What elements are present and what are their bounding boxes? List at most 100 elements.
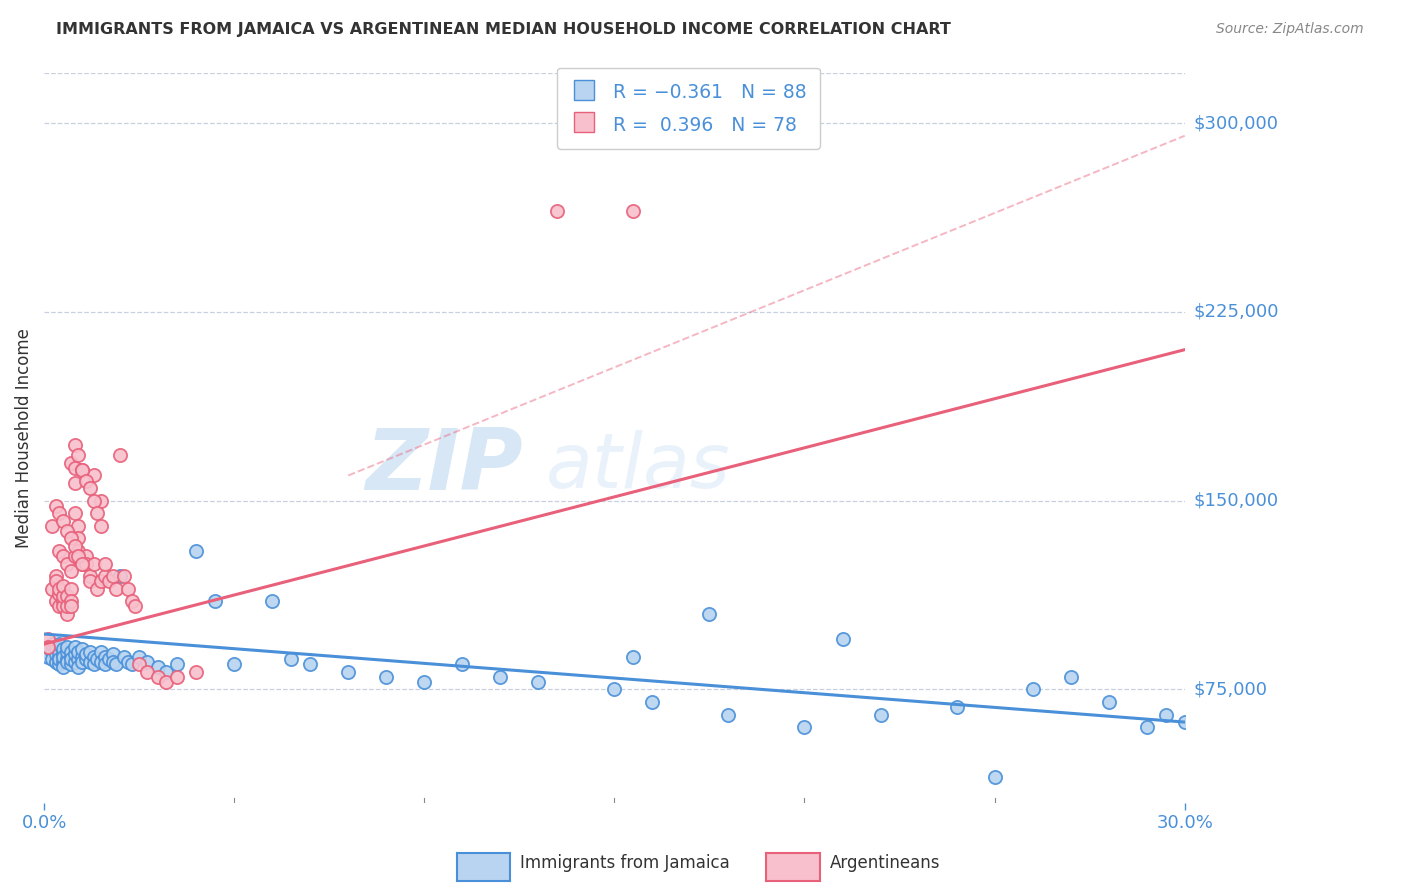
Point [94,649,117,664]
Point [1098,695,1121,709]
Point [67,549,90,563]
Point [70,557,93,571]
Point [186,544,208,558]
Point [56,524,79,538]
Point [869,707,891,722]
Point [41,637,63,651]
Point [59,456,82,470]
Point [48,645,70,659]
Point [44,594,66,608]
Point [94,557,117,571]
Text: Source: ZipAtlas.com: Source: ZipAtlas.com [1216,22,1364,37]
Text: Argentineans: Argentineans [830,855,941,872]
Point [56,652,79,666]
Point [37,640,59,654]
Point [52,589,75,603]
Point [70,463,93,477]
Point [59,564,82,578]
Point [52,642,75,657]
Point [90,574,112,589]
Text: atlas: atlas [546,430,731,504]
Point [41,652,63,666]
Point [121,594,143,608]
Point [83,649,105,664]
Point [70,649,93,664]
Point [224,657,246,672]
Point [59,582,82,596]
Point [128,649,150,664]
Point [945,700,967,714]
Point [155,674,177,689]
Text: $300,000: $300,000 [1194,114,1278,132]
Point [59,652,82,666]
Point [52,579,75,593]
Point [44,642,66,657]
Point [63,655,86,669]
Point [75,647,97,661]
Point [63,461,86,475]
Point [337,665,360,679]
Point [101,647,124,661]
Point [48,652,70,666]
Point [831,632,853,646]
Point [155,665,177,679]
Point [112,569,135,583]
Point [67,659,90,673]
Point [44,569,66,583]
Point [1021,682,1043,697]
Point [793,720,815,734]
Point [90,655,112,669]
Point [52,655,75,669]
Y-axis label: Median Household Income: Median Household Income [15,327,32,548]
Point [52,647,75,661]
Point [59,657,82,672]
Point [101,655,124,669]
Point [48,599,70,614]
Point [97,652,120,666]
Point [83,493,105,508]
Point [59,532,82,546]
Point [59,594,82,608]
Point [79,574,101,589]
Point [52,599,75,614]
Point [63,647,86,661]
Point [94,657,117,672]
Point [262,594,284,608]
Point [56,599,79,614]
Point [146,659,169,673]
Point [527,674,550,689]
Point [67,518,90,533]
Point [623,204,645,219]
Point [52,649,75,664]
Point [75,557,97,571]
Point [105,582,128,596]
Point [86,652,108,666]
Point [717,707,740,722]
Point [63,438,86,452]
Point [413,674,436,689]
Point [75,549,97,563]
Point [56,589,79,603]
Point [90,518,112,533]
Point [83,657,105,672]
Point [146,670,169,684]
Point [44,640,66,654]
Point [56,645,79,659]
Point [79,655,101,669]
Point [1059,670,1081,684]
Point [63,539,86,553]
Point [83,557,105,571]
Point [108,448,131,462]
Point [37,632,59,646]
Point [451,657,474,672]
Point [101,569,124,583]
Point [59,649,82,664]
Point [63,549,86,563]
Point [70,642,93,657]
Point [59,645,82,659]
Point [79,569,101,583]
Point [67,448,90,462]
Text: Immigrants from Jamaica: Immigrants from Jamaica [520,855,730,872]
Point [48,637,70,651]
Text: $225,000: $225,000 [1194,303,1278,321]
